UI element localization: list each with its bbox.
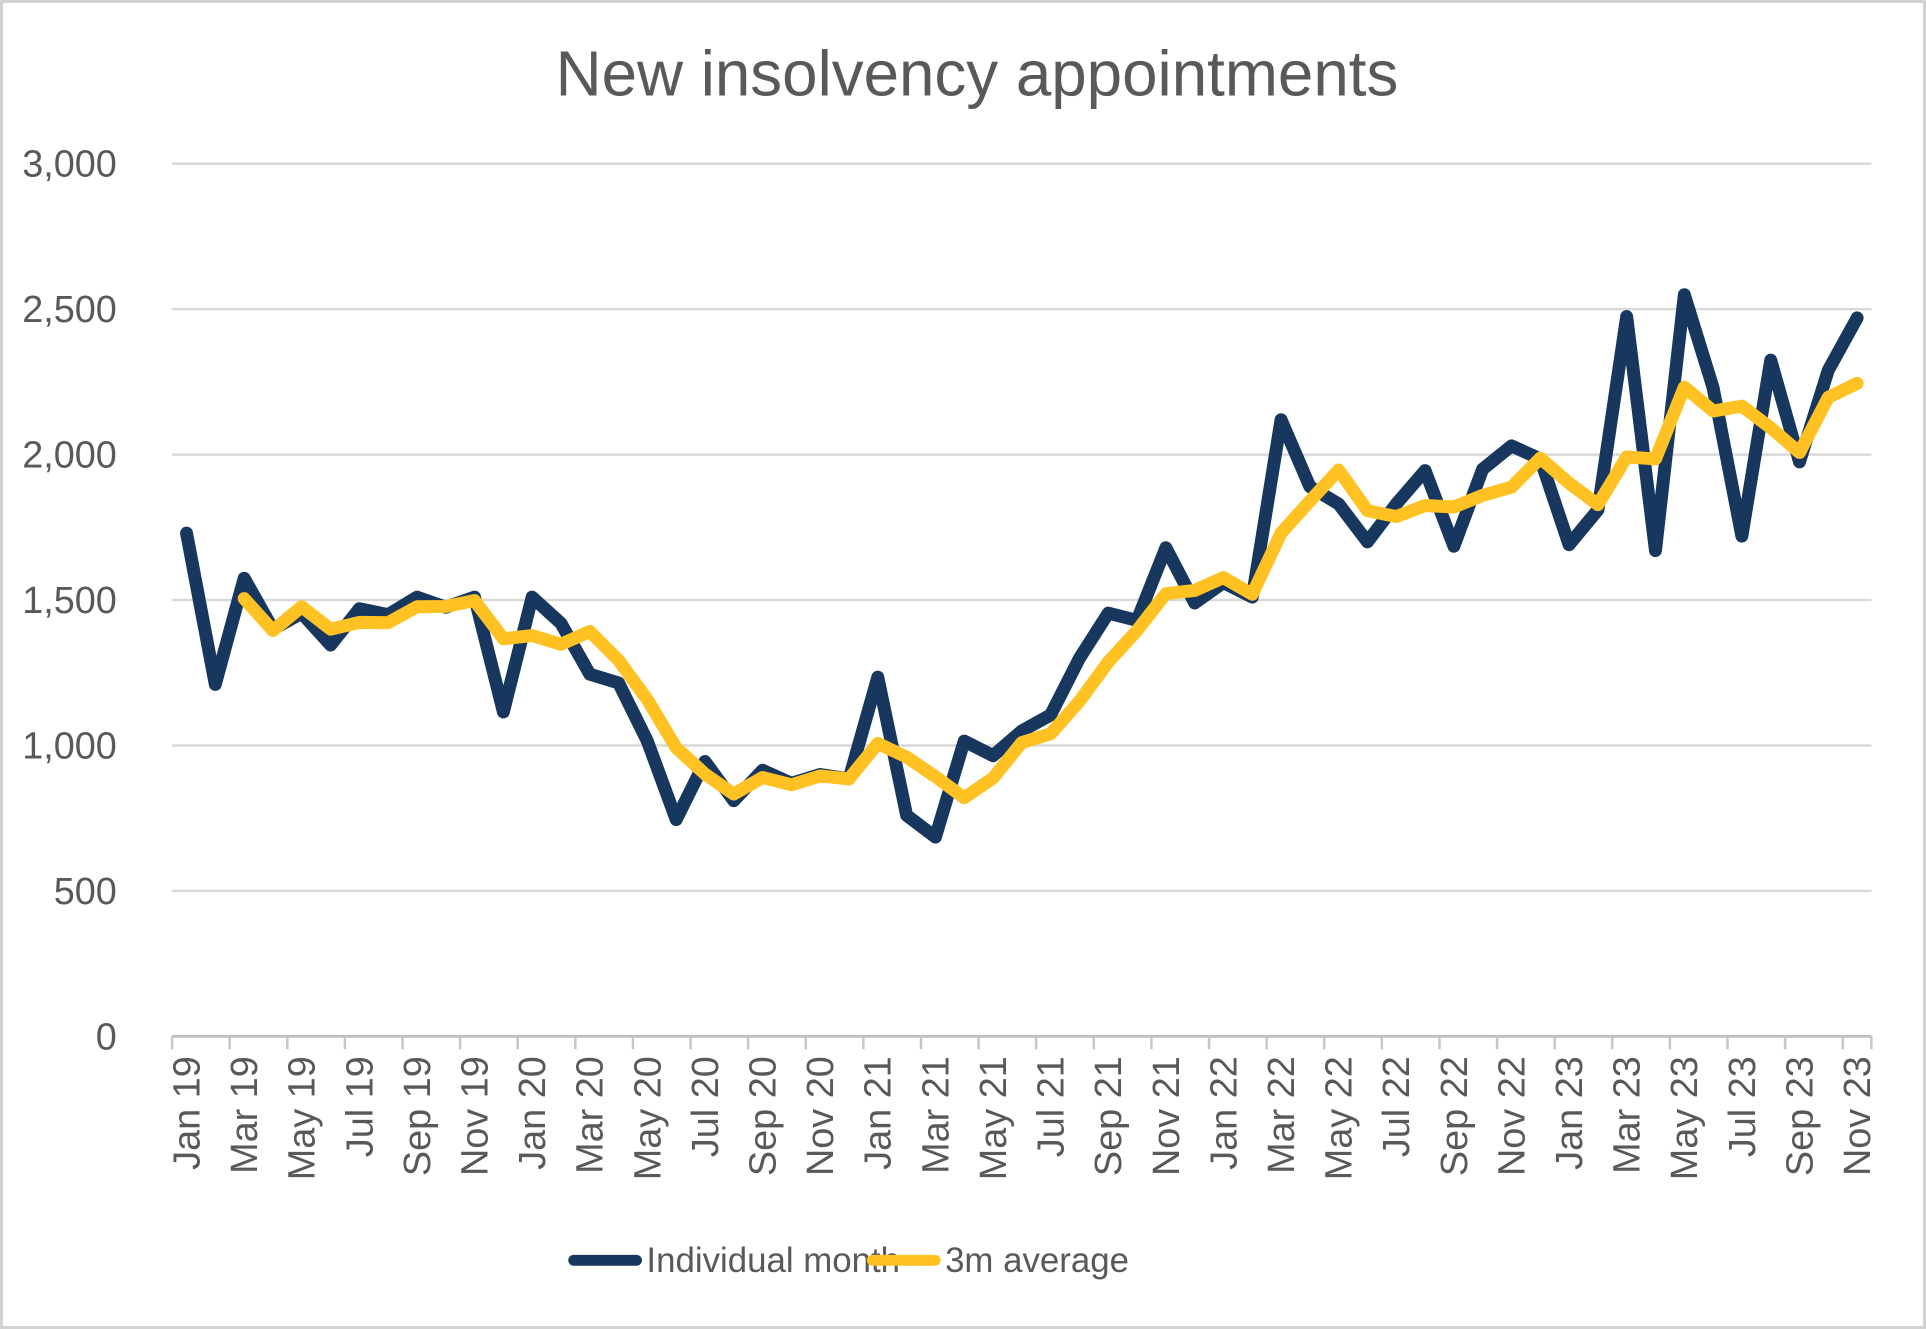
x-axis-label: Sep 20 xyxy=(743,1056,785,1176)
y-axis-label: 1,000 xyxy=(22,725,117,767)
x-axis-label: Mar 19 xyxy=(224,1056,266,1174)
x-axis-label: Jul 21 xyxy=(1031,1056,1073,1157)
y-axis-label: 1,500 xyxy=(22,580,117,622)
x-axis-label: Sep 23 xyxy=(1779,1056,1821,1176)
x-axis-label: Nov 21 xyxy=(1146,1056,1188,1176)
legend-label-individual-month: Individual month xyxy=(646,1241,900,1280)
x-axis-label: Jan 20 xyxy=(512,1056,554,1170)
x-axis-label: Jul 22 xyxy=(1376,1056,1418,1157)
x-axis-label: May 19 xyxy=(282,1056,324,1180)
x-axis-label: Jul 20 xyxy=(685,1056,727,1157)
legend-label-3m-average: 3m average xyxy=(945,1241,1129,1280)
x-axis-label: Jan 22 xyxy=(1203,1056,1245,1170)
y-axis-label: 2,000 xyxy=(22,435,117,477)
series-line-3m-average xyxy=(237,376,1864,805)
x-axis-label: Mar 20 xyxy=(570,1056,612,1174)
x-axis-label: Sep 19 xyxy=(397,1056,439,1176)
series-line-individual-month xyxy=(180,288,1864,844)
x-axis-label: Jan 23 xyxy=(1549,1056,1591,1170)
y-axis-label: 500 xyxy=(54,871,117,913)
x-axis-label: Mar 21 xyxy=(915,1056,957,1174)
x-axis-label: Nov 23 xyxy=(1837,1056,1879,1176)
chart-title: New insolvency appointments xyxy=(556,38,1399,110)
x-axis-label: Nov 22 xyxy=(1491,1056,1533,1176)
y-axis-label: 2,500 xyxy=(22,289,117,331)
x-axis-label: May 20 xyxy=(627,1056,669,1180)
x-axis-label: Jan 19 xyxy=(166,1056,208,1170)
legend: Individual month 3m average xyxy=(568,1241,1129,1280)
x-axis-label: Mar 23 xyxy=(1607,1056,1649,1174)
x-axis-label: Mar 22 xyxy=(1261,1056,1303,1174)
x-axis-label: Nov 19 xyxy=(454,1056,496,1176)
x-axis-label: May 22 xyxy=(1319,1056,1361,1180)
plot-area: 0 500 1,000 1,500 2,000 2,500 3,000 Jan 19 Mar 1… xyxy=(22,144,1879,1181)
x-axis-label: Jul 23 xyxy=(1722,1056,1764,1157)
x-axis-label: Jul 19 xyxy=(339,1056,381,1157)
x-axis-label: Nov 20 xyxy=(800,1056,842,1176)
x-axis-label: Sep 22 xyxy=(1434,1056,1476,1176)
x-axis-label: May 23 xyxy=(1664,1056,1706,1180)
x-axis-label: Jan 21 xyxy=(858,1056,900,1170)
x-axis-label: Sep 21 xyxy=(1088,1056,1130,1176)
y-axis-label: 0 xyxy=(96,1016,117,1058)
y-axis-label: 3,000 xyxy=(22,144,117,186)
x-axis-label: May 21 xyxy=(973,1056,1015,1180)
